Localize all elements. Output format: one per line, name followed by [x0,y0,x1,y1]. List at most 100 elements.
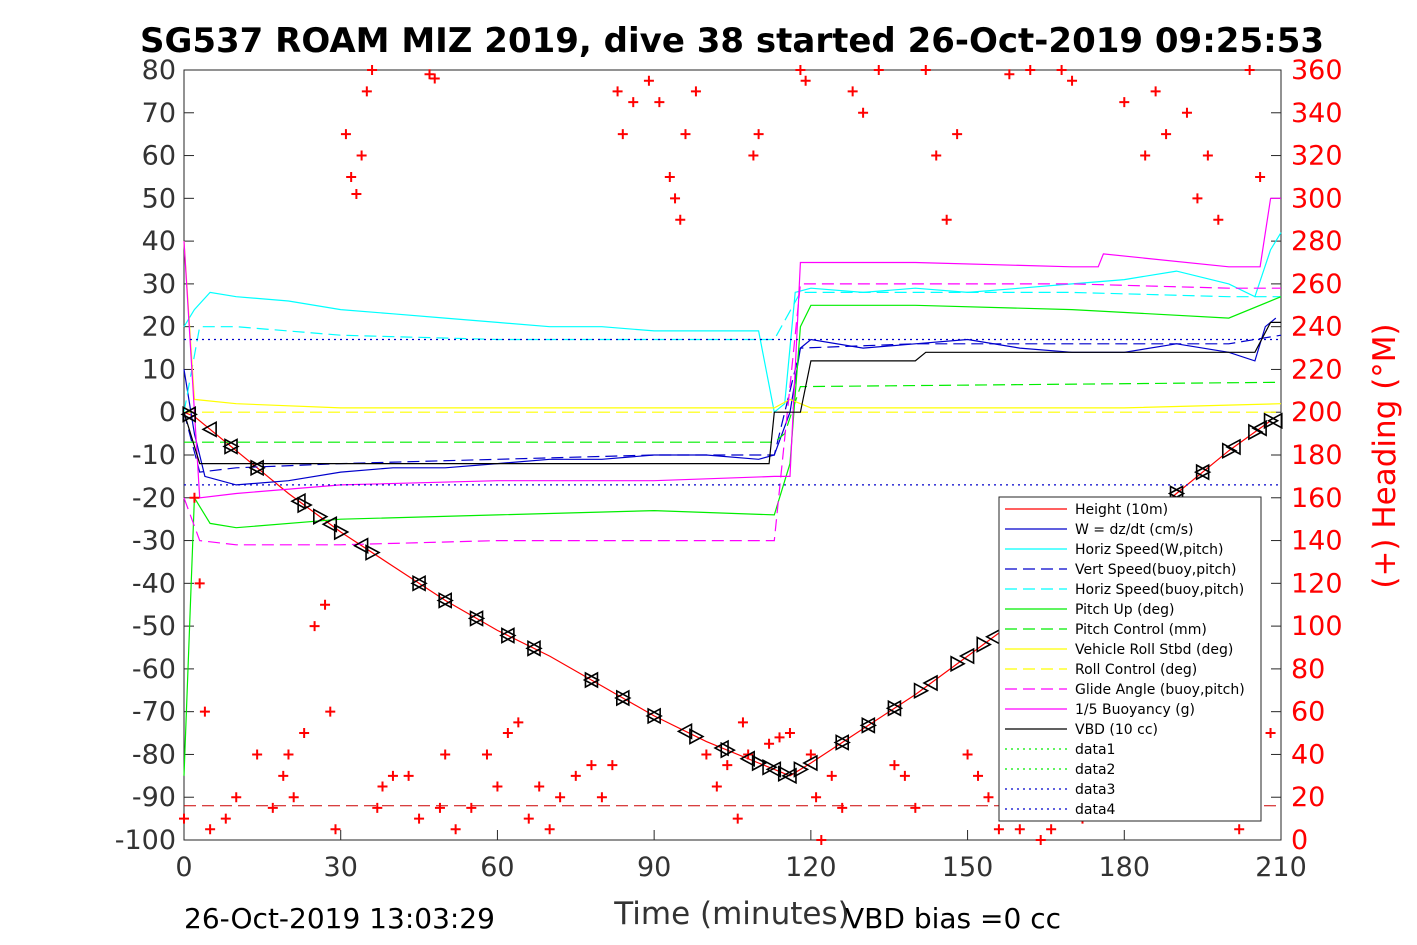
right-tick-label: 240 [1291,312,1343,343]
heading-marker [179,813,189,824]
heading-marker [450,824,461,835]
heading-marker [351,189,362,200]
right-tick-label: 0 [1291,825,1308,856]
y-tick-label: -80 [132,739,176,770]
heading-marker [492,781,503,792]
y-tick-label: 50 [142,183,176,214]
heading-marker [570,770,581,781]
heading-marker [654,97,665,108]
heading-marker [628,97,639,108]
right-tick-label: 100 [1291,611,1343,642]
heading-marker [722,760,733,771]
right-tick-label: 140 [1291,526,1343,557]
x-tick-label: 0 [175,852,192,883]
right-tick-label: 280 [1291,226,1343,257]
legend-box [998,496,1262,822]
heading-marker [701,749,712,760]
heading-marker [596,792,607,803]
heading-marker [434,802,445,813]
heading-marker [952,129,963,140]
heading-marker [1004,69,1015,80]
heading-marker [973,770,984,781]
heading-marker [205,824,216,835]
legend-label: data1 [1075,742,1115,758]
heading-marker [424,69,435,80]
heading-marker [283,749,294,760]
right-tick-label: 220 [1291,354,1343,385]
y-tick-label: -50 [132,611,176,642]
heading-marker [910,802,921,813]
x-tick-label: 210 [1255,852,1307,883]
heading-marker [387,770,398,781]
left-triangle-marker [525,640,541,657]
right-triangle-marker [751,754,768,772]
left-triangle-marker [1251,419,1267,437]
legend-label: Pitch Control (mm) [1075,622,1207,638]
legend-label: data2 [1075,762,1115,778]
heading-marker [805,749,816,760]
heading-marker [690,86,701,97]
triangle-markers-layer [180,406,1283,785]
heading-marker [361,86,372,97]
heading-marker [325,706,336,717]
right-tick-label: 120 [1291,568,1343,599]
heading-marker [1181,107,1192,118]
heading-marker [847,86,858,97]
heading-marker [1025,65,1036,75]
heading-marker [278,770,289,781]
left-triangle-marker [859,717,876,734]
heading-marker [403,770,414,781]
x-tick-label: 180 [1099,852,1151,883]
heading-marker [1056,65,1067,75]
heading-marker [1140,150,1151,161]
legend-label: Horiz Speed(buoy,pitch) [1075,582,1244,598]
heading-marker [356,150,367,161]
heading-marker [732,813,743,824]
heading-marker [675,214,686,225]
heading-marker [1150,86,1161,97]
y-tick-label: -10 [132,440,176,471]
left-triangle-marker [321,515,338,533]
heading-marker [1161,129,1172,140]
legend-label: Pitch Up (deg) [1075,602,1174,618]
y-tick-label: 70 [142,98,176,129]
left-triangle-marker [290,492,306,510]
heading-marker [220,813,231,824]
heading-marker [858,107,869,118]
left-triangle-marker [1225,438,1241,456]
heading-marker [612,86,623,97]
heading-marker [774,732,785,743]
heading-marker [795,65,806,75]
x-axis-label: Time (minutes) [613,896,849,932]
heading-marker [931,150,942,161]
heading-marker [367,65,378,75]
right-tick-label: 360 [1291,55,1343,86]
left-triangle-marker [676,723,693,740]
heading-marker [481,749,492,760]
series-line-horiz-speed-buoy-pitch- [183,291,1281,413]
y-tick-label: 40 [142,226,176,257]
left-triangle-marker [410,574,426,592]
right-tick-label: 340 [1291,98,1343,129]
series-line-pitch-control-mm- [184,381,1282,443]
right-tick-label: 40 [1291,739,1325,770]
y-tick-label: -100 [115,825,176,856]
heading-marker [502,728,513,739]
left-triangle-marker [833,734,850,751]
series-line-pitch-up-deg- [183,296,1282,776]
y-tick-label: -20 [132,483,176,514]
heading-marker [288,792,299,803]
right-tick-label: 180 [1291,440,1343,471]
heading-marker [309,621,320,632]
heading-marker [800,75,811,86]
left-triangle-marker [352,537,369,555]
heading-marker [1202,150,1213,161]
left-triangle-marker [958,647,975,665]
legend: Height (10m) W = dz/dt (cm/s) Horiz Speed(… [998,496,1262,822]
heading-marker [680,129,691,140]
heading-marker [920,65,931,75]
x-tick-label: 90 [637,852,671,883]
series-line-glide-angle-buoy-pitch- [183,283,1281,546]
heading-marker [189,492,200,503]
